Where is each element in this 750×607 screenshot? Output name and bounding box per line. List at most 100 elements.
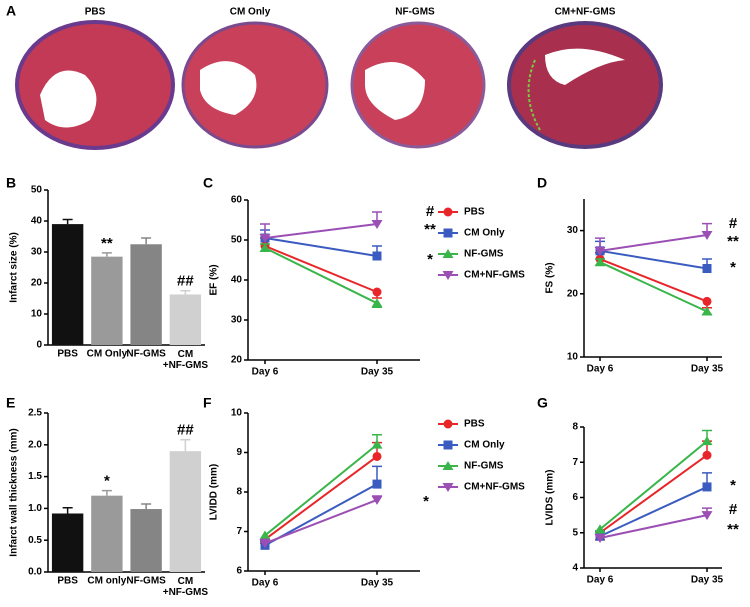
legend-marker bbox=[442, 249, 454, 258]
marker bbox=[259, 530, 271, 540]
series-line bbox=[599, 514, 708, 540]
marker bbox=[372, 251, 382, 261]
y-tick-label: 50 bbox=[31, 185, 43, 196]
x-tick-label: NF-GMS bbox=[126, 349, 166, 360]
legend-label: PBS bbox=[464, 207, 485, 218]
y-tick-label: 9 bbox=[236, 447, 242, 458]
x-tick-label: PBS bbox=[57, 349, 78, 360]
panel-letter: E bbox=[6, 395, 15, 411]
marker bbox=[594, 257, 606, 267]
bar bbox=[51, 224, 84, 345]
y-axis-label: EF (%) bbox=[209, 264, 220, 295]
annotation: ** bbox=[727, 233, 739, 250]
panel-letter: D bbox=[537, 175, 547, 191]
x-tick-label: NF-GMS bbox=[126, 576, 166, 587]
marker bbox=[594, 524, 606, 534]
marker bbox=[594, 246, 606, 256]
panel-letter: A bbox=[6, 3, 16, 19]
annotation: # bbox=[729, 215, 738, 232]
x-tick-label: Day 6 bbox=[252, 578, 279, 589]
series-line bbox=[264, 245, 378, 293]
annotation: * bbox=[427, 251, 433, 268]
image-label: PBS bbox=[85, 7, 106, 18]
x-tick-label: Day 35 bbox=[361, 578, 394, 589]
x-tick-label: Day 35 bbox=[691, 575, 724, 586]
y-axis-label: LVIDS (mm) bbox=[545, 470, 556, 526]
marker bbox=[372, 479, 382, 489]
series-line bbox=[599, 258, 708, 303]
ventricle-cavity bbox=[545, 48, 625, 85]
y-tick-label: 0.0 bbox=[28, 567, 42, 578]
marker bbox=[702, 450, 712, 460]
ventricle-cavity bbox=[200, 61, 257, 115]
series-line bbox=[264, 443, 378, 537]
marker bbox=[372, 451, 382, 461]
y-tick-label: 40 bbox=[231, 275, 243, 286]
error-bar bbox=[62, 507, 73, 514]
annotation: # bbox=[426, 203, 435, 220]
legend-marker bbox=[443, 207, 453, 217]
annotation: ** bbox=[424, 221, 436, 238]
series-line bbox=[264, 223, 378, 239]
marker bbox=[371, 220, 383, 229]
legend-marker bbox=[442, 461, 454, 470]
legend-marker bbox=[443, 419, 453, 429]
legend-label: CM Only bbox=[464, 228, 505, 239]
y-tick-label: 30 bbox=[31, 247, 43, 258]
annotation: ** bbox=[727, 521, 739, 538]
legend-label: PBS bbox=[464, 419, 485, 430]
panel-letter: G bbox=[537, 395, 548, 411]
x-tick-label: CM only bbox=[87, 576, 126, 587]
legend-marker bbox=[443, 440, 453, 450]
legend-marker bbox=[443, 228, 453, 238]
y-tick-label: 6 bbox=[572, 492, 578, 503]
y-tick-label: 20 bbox=[231, 355, 243, 366]
image-label: CM+NF-GMS bbox=[555, 7, 616, 18]
series-line bbox=[264, 237, 378, 257]
bar bbox=[130, 509, 162, 572]
series-line bbox=[599, 454, 708, 534]
annotation: * bbox=[730, 259, 736, 276]
series-line bbox=[264, 498, 378, 545]
y-axis-label: LVIDD (mm) bbox=[209, 464, 220, 520]
marker bbox=[701, 511, 713, 521]
y-tick-label: 10 bbox=[567, 352, 579, 363]
y-tick-label: 1.5 bbox=[28, 471, 42, 482]
bar bbox=[91, 495, 123, 572]
y-tick-label: 1.0 bbox=[28, 503, 42, 514]
series-line bbox=[599, 249, 708, 270]
x-tick-label: PBS bbox=[57, 576, 78, 587]
x-tick-label: Day 6 bbox=[587, 364, 614, 375]
series-line bbox=[599, 486, 708, 538]
y-tick-label: 0.5 bbox=[28, 535, 42, 546]
marker bbox=[594, 534, 606, 544]
legend-marker bbox=[442, 483, 454, 492]
legend-label: NF-GMS bbox=[464, 461, 504, 472]
marker bbox=[372, 287, 382, 297]
panel-a: A PBS CM Only NF-GMS CM+NF-GMS bbox=[6, 3, 663, 150]
bar bbox=[169, 451, 202, 572]
y-tick-label: 50 bbox=[231, 235, 243, 246]
y-tick-label: 40 bbox=[31, 216, 43, 227]
y-tick-label: 0 bbox=[36, 340, 42, 351]
marker bbox=[371, 298, 383, 308]
marker bbox=[371, 439, 383, 449]
panel-letter: B bbox=[6, 175, 16, 191]
marker bbox=[371, 495, 383, 505]
annotation: * bbox=[423, 493, 429, 510]
marker bbox=[259, 243, 271, 252]
y-tick-label: 8 bbox=[236, 487, 242, 498]
marker bbox=[259, 539, 271, 549]
panel-letter: C bbox=[203, 175, 213, 191]
y-tick-label: 7 bbox=[236, 526, 242, 537]
ventricle-cavity bbox=[365, 62, 425, 120]
marker bbox=[702, 296, 712, 306]
error-bar bbox=[101, 252, 112, 257]
y-axis-label: FS (%) bbox=[545, 262, 556, 293]
legend-marker bbox=[442, 271, 454, 280]
image-label: CM Only bbox=[230, 7, 271, 18]
error-bar bbox=[101, 489, 112, 496]
y-tick-label: 6 bbox=[236, 566, 242, 577]
